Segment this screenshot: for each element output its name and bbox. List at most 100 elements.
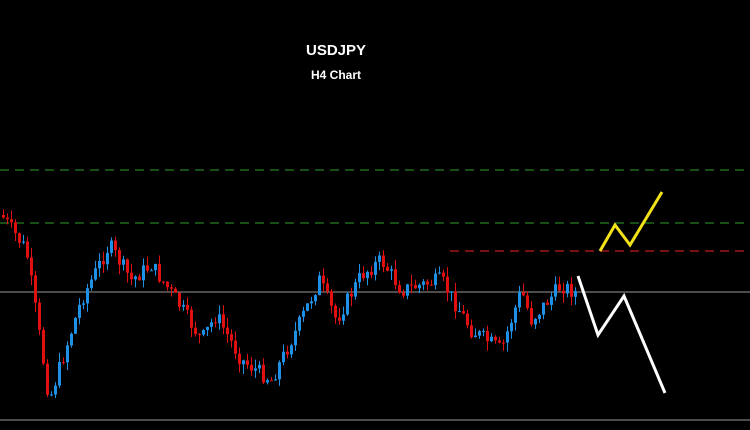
candle-body	[210, 322, 213, 327]
candle-body	[154, 263, 157, 271]
candle-body	[126, 259, 129, 273]
candle-body	[294, 330, 297, 346]
candle-body	[422, 281, 425, 285]
candle-body	[522, 292, 525, 296]
candle-body	[370, 271, 373, 275]
candle-body	[358, 273, 361, 283]
candle-body	[338, 317, 341, 321]
candle-body	[230, 334, 233, 341]
chart-title: USDJPY	[306, 42, 366, 59]
candle-body	[506, 331, 509, 343]
candle-body	[246, 360, 249, 365]
candle-body	[314, 295, 317, 302]
candle-body	[6, 217, 9, 220]
candle-body	[178, 292, 181, 307]
candle-body	[558, 284, 561, 291]
candle-body	[534, 318, 537, 325]
candle-body	[362, 273, 365, 279]
bearish-projection	[576, 275, 667, 394]
candle-body	[250, 364, 253, 371]
candle-body	[222, 314, 225, 328]
candle-body	[382, 255, 385, 267]
candle-body	[30, 257, 33, 276]
candle-body	[430, 284, 433, 286]
candle-body	[510, 322, 513, 332]
candle-body	[526, 295, 529, 308]
candle-body	[114, 240, 117, 250]
candle-body	[458, 311, 461, 313]
candle-body	[258, 364, 261, 369]
candle-body	[82, 303, 85, 305]
candle-body	[318, 275, 321, 296]
candle-body	[378, 255, 381, 262]
candle-body	[202, 329, 205, 335]
candle-body	[298, 316, 301, 331]
candle-body	[342, 314, 345, 321]
candle-body	[134, 276, 137, 280]
candle-body	[174, 288, 177, 293]
candle-body	[350, 293, 353, 297]
candle-body	[478, 331, 481, 336]
candle-body	[442, 272, 445, 277]
candle-body	[254, 368, 257, 371]
candle-body	[494, 336, 497, 341]
candle-body	[118, 249, 121, 265]
candle-body	[194, 327, 197, 334]
candle-body	[266, 380, 269, 383]
candle-body	[438, 272, 441, 274]
candle-body	[214, 322, 217, 324]
candle-body	[238, 353, 241, 365]
candle-body	[562, 290, 565, 294]
candle-body	[398, 285, 401, 293]
chart-subtitle: H4 Chart	[311, 68, 361, 82]
candle-body	[262, 364, 265, 383]
candle-body	[306, 303, 309, 311]
candle-body	[2, 215, 5, 218]
candle-body	[70, 333, 73, 346]
candle-body	[330, 291, 333, 306]
candle-body	[502, 342, 505, 344]
candles	[2, 209, 577, 399]
candle-body	[490, 336, 493, 342]
candle-body	[514, 307, 517, 323]
candle-body	[10, 219, 13, 223]
candle-body	[554, 284, 557, 297]
candle-body	[550, 296, 553, 305]
candle-body	[322, 275, 325, 284]
candle-body	[14, 222, 17, 234]
candle-body	[434, 273, 437, 286]
candle-body	[54, 385, 57, 395]
candle-body	[146, 265, 149, 271]
candle-body	[234, 340, 237, 354]
candle-body	[426, 281, 429, 285]
candle-body	[18, 233, 21, 243]
candle-body	[150, 270, 153, 272]
candle-body	[570, 283, 573, 297]
candle-body	[102, 260, 105, 265]
candle-body	[466, 313, 469, 326]
candle-body	[90, 279, 93, 289]
candle-body	[62, 362, 65, 364]
bullish-projection	[598, 191, 664, 252]
candle-body	[98, 260, 101, 269]
candle-body	[206, 326, 209, 330]
candle-body	[402, 292, 405, 296]
candle-body	[166, 281, 169, 288]
candle-body	[406, 284, 409, 296]
candle-body	[346, 293, 349, 315]
candle-body	[274, 379, 277, 381]
candle-body	[538, 314, 541, 319]
candle-body	[86, 288, 89, 304]
candle-body	[474, 335, 477, 338]
candle-body	[170, 287, 173, 289]
candle-body	[278, 362, 281, 380]
candle-body	[270, 380, 273, 382]
candle-body	[42, 329, 45, 364]
candle-body	[462, 311, 465, 314]
candle-body	[574, 291, 577, 297]
candle-body	[326, 283, 329, 292]
candle-body	[566, 283, 569, 294]
candle-body	[158, 263, 161, 282]
candle-body	[22, 241, 25, 243]
